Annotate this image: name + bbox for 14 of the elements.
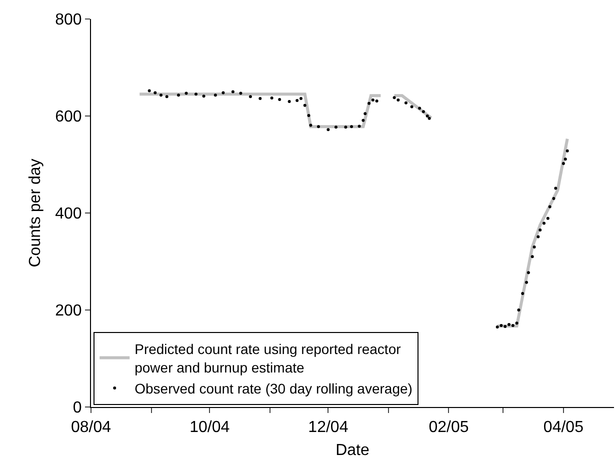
- x-tick-label: 08/04: [70, 419, 112, 436]
- y-tick-label: 0: [72, 400, 82, 417]
- x-tick-label: 12/04: [308, 419, 348, 436]
- y-tick-label: 600: [55, 108, 82, 126]
- y-axis-title: Counts per day: [26, 158, 44, 268]
- x-tick-label: 04/05: [543, 419, 584, 436]
- x-tick-label: 02/05: [428, 419, 469, 436]
- legend-label: Predicted count rate using reported reactor power and burnup estimate: [134, 341, 402, 376]
- legend-label: Observed count rate (30 day rolling average): [134, 380, 412, 397]
- y-tick-label: 800: [55, 12, 82, 29]
- x-tick-label: 10/04: [190, 419, 230, 436]
- y-tick-label: 200: [55, 302, 82, 320]
- y-tick-label: 400: [55, 206, 82, 223]
- x-axis-title: Date: [336, 442, 370, 459]
